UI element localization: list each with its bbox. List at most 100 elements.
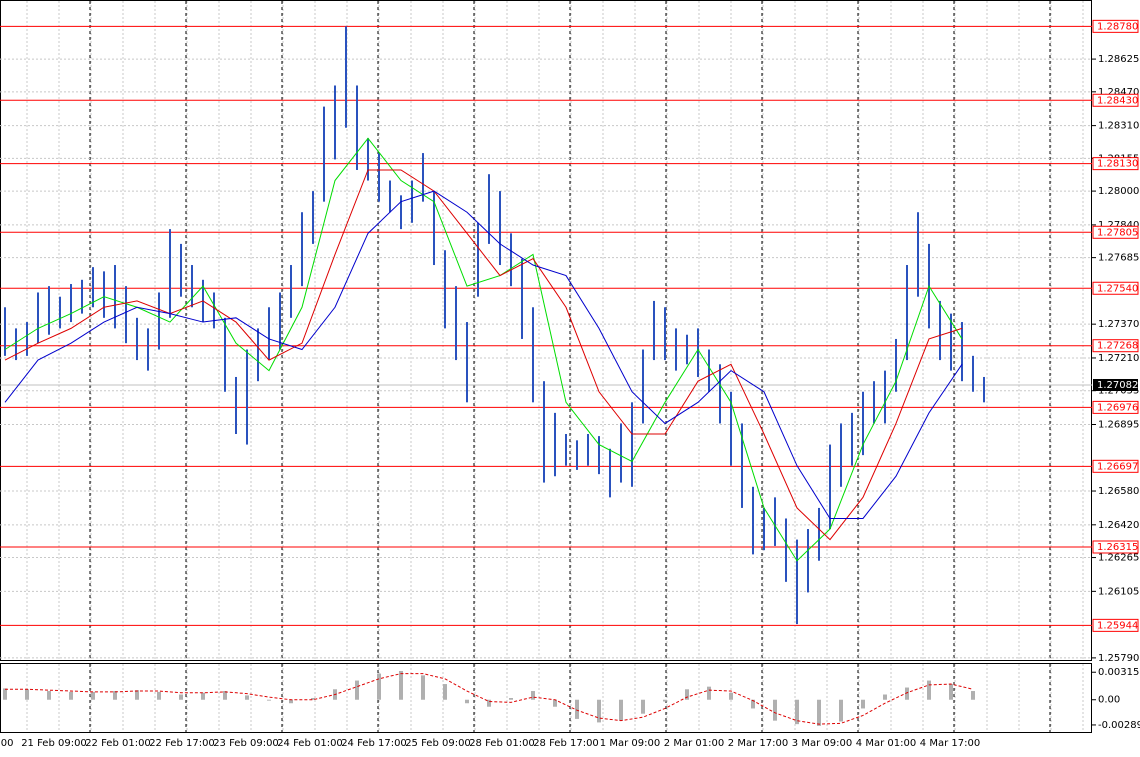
x-tick-label: 25 Feb 09:00 [405,738,471,749]
price-bar [598,436,600,475]
x-tick-label: 3 Mar 09:00 [792,738,852,749]
osc-bar [927,680,931,700]
price-bar [169,229,171,318]
price-bar [532,307,534,403]
osc-bar [267,699,271,701]
price-bar [840,423,842,487]
price-bar [554,412,556,477]
price-bar [103,271,105,318]
price-bar [15,328,17,361]
level-label: 1.28430 [1097,95,1138,106]
price-bar [664,307,666,361]
x-tick-label: 24 Feb 01:00 [277,738,343,749]
osc-bar [509,698,513,700]
osc-bar [553,699,557,707]
x-tick-label: 7:00 [0,738,13,749]
osc-bar [223,691,227,700]
price-bar [114,265,116,329]
level-label: 1.28780 [1097,21,1138,32]
moving-average [4,137,963,562]
price-bar [697,328,699,377]
osc-bar [421,675,425,700]
current-price-box [1093,378,1138,391]
osc-bar [465,699,469,704]
osc-bar [817,699,821,726]
osc-bar [3,688,7,700]
price-bar [939,300,941,361]
price-pane [0,0,1092,661]
price-bar [334,85,336,160]
price-bar [488,174,490,244]
price-bar [609,448,611,498]
price-bar [26,322,28,356]
price-bar [884,370,886,424]
level-label: 1.27805 [1097,227,1138,238]
level-label: 1.26315 [1097,542,1138,553]
level-label: 1.27540 [1097,283,1138,294]
level-label-box [1092,19,1139,33]
price-bar [81,279,83,314]
y-tick-label: 1.26105 [1098,586,1139,597]
price-bar [510,233,512,287]
osc-bar [443,684,447,700]
price-bar [543,381,545,483]
price-bar [433,191,435,266]
osc-bar [113,691,117,700]
price-bar [961,322,963,382]
price-bar [752,486,754,555]
price-bar [642,349,644,424]
y-tick-label: 1.28310 [1098,121,1139,132]
price-bar [158,292,160,350]
price-bar [400,195,402,230]
x-tick-label: 2 Mar 01:00 [664,738,724,749]
x-tick-label: 24 Feb 17:00 [341,738,407,749]
price-bar [147,328,149,371]
price-bar [224,317,226,392]
price-bar [675,328,677,371]
x-tick-label: 28 Feb 01:00 [469,738,535,749]
x-tick-label: 2 Mar 17:00 [728,738,788,749]
osc-bar [179,694,183,700]
x-tick-label: 1 Mar 09:00 [600,738,660,749]
price-bar [323,106,325,202]
price-bar [257,328,259,382]
price-bar [37,292,39,344]
y-tick-label: 1.26895 [1098,419,1139,430]
y-tick-label: 1.26420 [1098,520,1139,531]
level-label: 1.28130 [1097,159,1138,170]
price-bar [411,180,413,223]
price-bar [180,243,182,297]
price-bar [983,376,985,403]
price-bar [565,433,567,466]
osc-bar [795,699,799,725]
moving-average [4,169,963,541]
price-bar [862,391,864,456]
price-bar [356,85,358,170]
x-tick-label: 21 Feb 09:00 [21,738,87,749]
x-tick-label: 4 Mar 01:00 [856,738,916,749]
price-bar [477,222,479,297]
price-bar [246,349,248,445]
osc-bar [47,691,51,700]
price-bar [4,307,6,356]
data [0,25,1092,726]
level-label-box [1092,339,1139,353]
y-tick-label: 1.28625 [1098,54,1139,65]
price-bar [136,317,138,361]
osc-tick-label: 0.00 [1098,695,1120,706]
osc-bar [663,699,667,702]
level-label-box [1092,225,1139,239]
price-bar [422,153,424,202]
price-bar [906,265,908,361]
y-tick-label: 1.25790 [1098,653,1139,664]
price-bar [829,444,831,530]
level-label-box [1092,400,1139,414]
price-bar [796,539,798,625]
osc-bar [487,699,491,707]
price-bar [873,381,875,424]
level-label-box [1092,157,1139,171]
price-bar [972,355,974,392]
price-bar [389,180,391,213]
